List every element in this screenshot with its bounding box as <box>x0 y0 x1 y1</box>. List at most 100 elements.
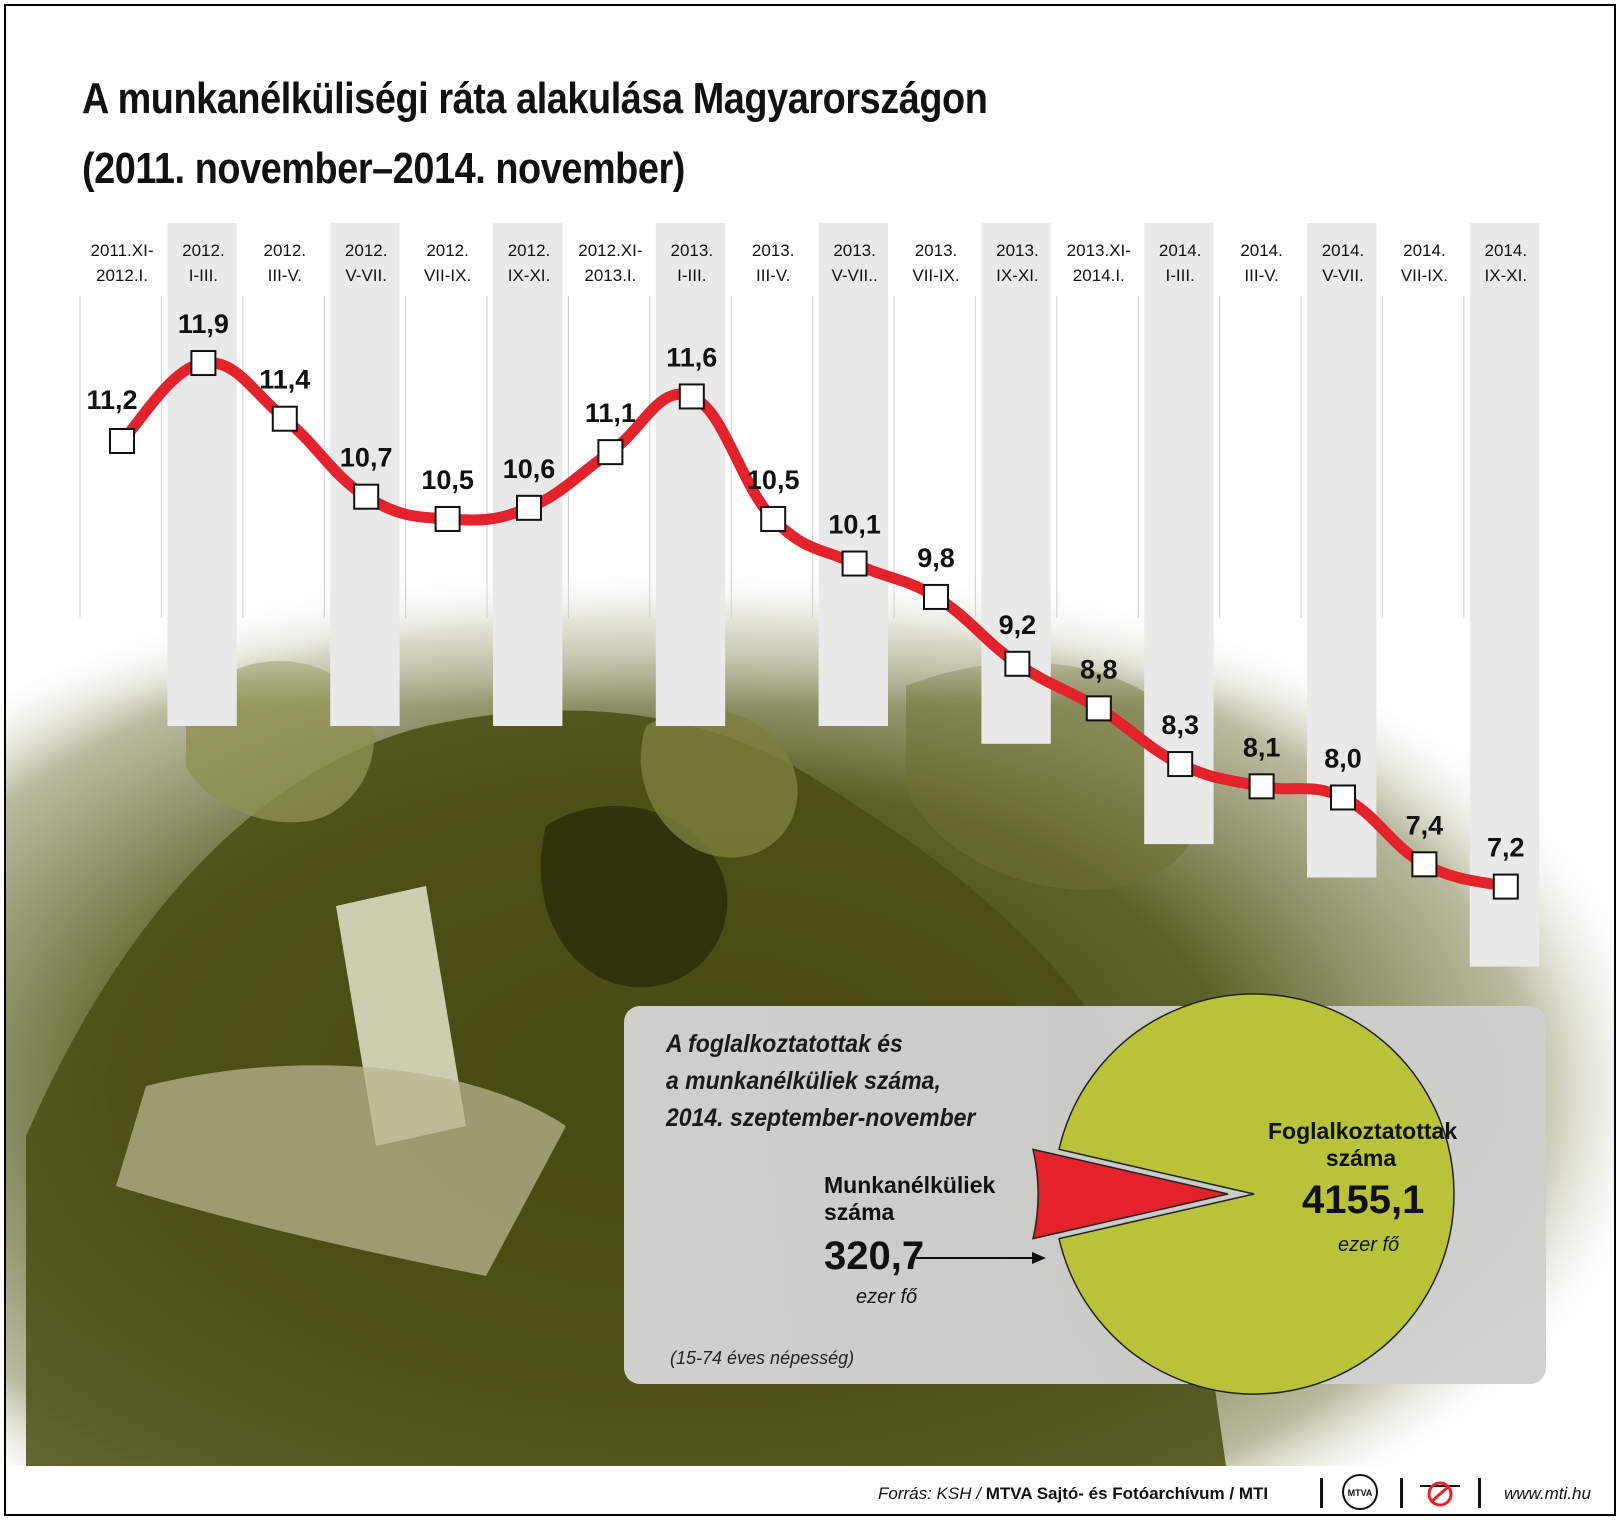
category-label-line: 2011.XI- <box>90 241 153 260</box>
category-label-line: 2012.XI- <box>578 241 642 260</box>
category-label: 2014. IX-XI. <box>1485 241 1528 285</box>
chart-subtitle: (2011. november–2014. november) <box>82 144 685 193</box>
website-link[interactable]: www.mti.hu <box>1504 1484 1591 1503</box>
chart-canvas: 2011.XI-2012.I.2012. I-III.2012. III-V.201… <box>6 223 1614 1466</box>
data-point-marker <box>1167 751 1194 778</box>
category-label-line: 2012.I. <box>96 266 148 285</box>
data-point-marker <box>841 550 868 577</box>
category-label: 2013.XI- 2014.I. <box>1067 241 1131 285</box>
employed-value: 4155,1 <box>1302 1178 1425 1222</box>
employed-label: Foglalkoztatottak száma <box>1268 1118 1458 1172</box>
pie-title: A foglalkoztatottak és a munkanélküliek … <box>666 1026 1002 1137</box>
data-point-marker <box>109 428 135 454</box>
category-label-line: 2014. <box>1322 241 1365 260</box>
category-label-line: 2013. <box>915 241 958 260</box>
source-agencies: MTVA Sajtó- és Fotóarchívum / MTI <box>985 1484 1269 1503</box>
infographic-frame: 2011.XI-2012.I. 2012. I-III. 2012. III-V. 201… <box>4 4 1616 1516</box>
category-label-line: 2012. <box>345 241 388 260</box>
value-label: 8,8 <box>1080 654 1118 684</box>
data-point-marker <box>923 583 949 610</box>
category-label-line: 2014. <box>1403 241 1446 260</box>
data-point-marker <box>190 350 217 377</box>
category-label: 2014. VII-IX. <box>1401 241 1448 285</box>
pointer-arrow-head <box>1032 1252 1046 1264</box>
value-label: 10,6 <box>503 454 556 484</box>
value-label: 9,2 <box>999 610 1037 640</box>
category-label-line: 2013. <box>671 241 714 260</box>
unemployed-label-line: száma <box>824 1199 895 1225</box>
category-label: 2014. I-III. <box>1159 241 1202 285</box>
unemployed-label-line: Munkanélküliek <box>824 1172 996 1198</box>
category-label-line: III-V. <box>268 266 302 285</box>
category-label-line: 2014. <box>1485 241 1528 260</box>
category-label: 2012.XI- 2013.I. <box>578 241 642 285</box>
value-label: 10,1 <box>828 510 881 540</box>
unemployed-unit: ezer fő <box>856 1286 918 1308</box>
category-label-line: VII-IX. <box>424 266 471 285</box>
value-label: 11,1 <box>585 398 636 428</box>
mtva-logo-text: MTVA <box>1348 1488 1373 1498</box>
category-label-line: 2013.XI- <box>1067 241 1131 260</box>
value-label: 8,0 <box>1324 743 1362 773</box>
data-point-marker <box>1330 784 1356 811</box>
category-label: 2011.XI- 2012.I. <box>90 241 153 285</box>
category-label-line: 2012. <box>426 241 469 260</box>
category-label-line: 2012. <box>508 241 551 260</box>
data-point-marker <box>1004 650 1031 677</box>
employed-label-line: Foglalkoztatottak <box>1268 1118 1458 1144</box>
data-point-marker <box>1411 851 1438 878</box>
category-label-line: 2013.I. <box>584 266 636 285</box>
category-label-line: 2013. <box>833 241 876 260</box>
category-label-line: V-VII.. <box>831 266 877 285</box>
category-label: 2013. VII-IX. <box>912 241 959 285</box>
value-label: 11,2 <box>86 385 137 415</box>
value-label: 8,3 <box>1161 710 1199 740</box>
category-label-line: III-V. <box>756 266 790 285</box>
data-point-marker <box>434 505 461 532</box>
source-text: Forrás: KSH / MTVA Sajtó- és Fotóarchívu… <box>878 1484 1268 1504</box>
value-label: 11,9 <box>178 309 229 339</box>
category-label: 2013. III-V. <box>752 241 795 285</box>
column-band <box>655 223 726 726</box>
pie-chart <box>1032 993 1455 1395</box>
category-label-line: 2014. <box>1240 241 1283 260</box>
category-label-line: V-VII. <box>345 266 387 285</box>
footer-separator <box>1320 1478 1323 1508</box>
category-label-line: VII-IX. <box>1401 266 1448 285</box>
category-label: 2012. III-V. <box>264 241 307 285</box>
data-point-marker <box>1492 873 1519 900</box>
category-label: 2013. V-VII.. <box>831 241 877 285</box>
unemployed-label: Munkanélküliek száma <box>824 1172 995 1226</box>
category-label-line: I-III. <box>189 266 218 285</box>
data-point-marker <box>516 494 542 521</box>
footer-separator <box>1478 1478 1481 1508</box>
footer-separator <box>1400 1478 1403 1508</box>
mti-logo-icon <box>1420 1481 1460 1507</box>
pie-title-line: 2014. szeptember-november <box>666 1104 976 1132</box>
mtva-logo: MTVA <box>1342 1474 1378 1510</box>
value-label: 9,8 <box>917 543 955 573</box>
category-label-line: IX-XI. <box>1485 266 1528 285</box>
category-label: 2012. I-III. <box>182 241 225 285</box>
value-label: 10,5 <box>747 465 800 495</box>
category-label: 2012. VII-IX. <box>424 241 471 285</box>
category-label-line: 2012. <box>264 241 307 260</box>
category-label-line: VII-IX. <box>912 266 959 285</box>
column-band <box>167 223 237 726</box>
column-band <box>1144 223 1214 845</box>
category-label-line: 2013. <box>996 241 1039 260</box>
category-label-line: I-III. <box>677 266 706 285</box>
category-label-line: V-VII. <box>1322 266 1364 285</box>
source-prefix: Forrás: KSH / <box>878 1484 981 1503</box>
value-label: 10,5 <box>421 465 474 495</box>
category-label: 2013. IX-XI. <box>996 241 1039 285</box>
data-point-marker <box>760 505 787 532</box>
pie-title-line: a munkanélküliek száma, <box>666 1067 941 1095</box>
employed-unit: ezer fő <box>1338 1234 1400 1256</box>
data-point-marker <box>597 439 624 466</box>
category-label-line: 2012. <box>182 241 225 260</box>
unemployed-value: 320,7 <box>824 1234 925 1278</box>
chart-title: A munkanélküliségi ráta alakulása Magyar… <box>82 74 988 123</box>
value-label: 8,1 <box>1243 732 1281 762</box>
category-label-line: 2014.I. <box>1073 266 1125 285</box>
